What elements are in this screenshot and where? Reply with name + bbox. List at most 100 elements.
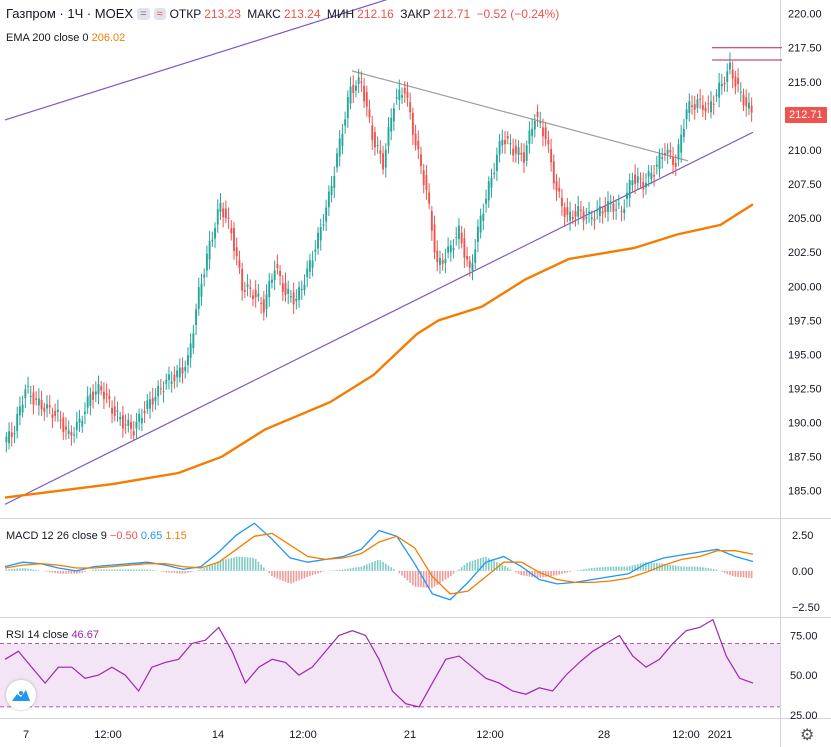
rsi-tick-label: 50.00	[790, 670, 818, 682]
candle-body	[92, 391, 95, 400]
high-value: 213.24	[283, 6, 321, 21]
candle-body	[655, 164, 658, 167]
candle-body	[528, 130, 531, 144]
candle-body	[219, 202, 222, 212]
time-tick-label: 28	[598, 729, 610, 741]
candle-body	[531, 128, 534, 136]
tradingview-logo-icon[interactable]	[6, 680, 36, 710]
candle-body	[368, 109, 371, 118]
candle-body	[433, 224, 436, 253]
macd-tick-label: 2.50	[792, 530, 813, 542]
candle-body	[739, 91, 742, 93]
close-key: ЗАКР	[400, 6, 431, 21]
candle-body	[262, 299, 265, 313]
candle-body	[292, 292, 295, 305]
candle-body	[252, 295, 254, 299]
ema-legend[interactable]: EMA 200 close 0 206.02	[6, 32, 125, 44]
candle-body	[235, 247, 238, 257]
candle-body	[325, 207, 328, 222]
macd-legend[interactable]: MACD 12 26 close 9 −0.50 0.65 1.15	[6, 530, 187, 542]
candle-body	[200, 283, 203, 297]
candle-body	[178, 367, 181, 378]
macd-label: MACD 12 26 close 9	[6, 530, 107, 542]
price-tick-label: 217.50	[788, 43, 822, 55]
candle-body	[168, 374, 170, 380]
candle-body	[601, 211, 604, 214]
candle-body	[289, 296, 292, 298]
candle-body	[355, 85, 357, 91]
candle-body	[330, 185, 333, 196]
candle-body	[338, 138, 341, 157]
close-value: 212.71	[433, 6, 471, 21]
candle-body	[230, 228, 233, 234]
candle-body	[387, 126, 390, 147]
candle-body	[37, 398, 40, 406]
candle-body	[723, 82, 726, 85]
candle-body	[86, 396, 89, 408]
candle-body	[233, 227, 235, 252]
price-tick-label: 202.50	[788, 247, 822, 259]
price-tick-label: 190.00	[788, 418, 822, 430]
candle-body	[173, 374, 176, 382]
price-tick-label: 207.50	[788, 179, 822, 191]
candle-body	[308, 260, 311, 272]
candle-body	[363, 85, 366, 102]
low-value: 212.16	[357, 6, 394, 21]
candle-body	[544, 127, 547, 140]
wave-icon[interactable]: ≈	[153, 7, 166, 20]
candle-body	[666, 149, 669, 154]
candle-body	[314, 249, 317, 252]
candle-body	[119, 417, 122, 420]
candle-body	[392, 108, 395, 122]
candle-body	[78, 418, 81, 423]
compare-icon[interactable]: =	[137, 7, 150, 20]
rsi-band	[0, 643, 780, 707]
price-tick-label: 195.00	[788, 349, 822, 361]
candle-body	[642, 182, 645, 190]
candle-body	[132, 431, 135, 436]
price-tick-label: 197.50	[788, 315, 822, 327]
candle-body	[579, 209, 582, 211]
ema-200-line	[4, 203, 754, 499]
candle-body	[682, 128, 685, 137]
candle-body	[504, 140, 506, 145]
candle-body	[647, 171, 650, 177]
candle-body	[67, 430, 70, 434]
candle-body	[479, 215, 482, 233]
time-tick-label: 7	[23, 729, 29, 741]
candle-body	[715, 94, 718, 96]
candle-body	[21, 404, 24, 413]
candle-body	[203, 274, 206, 278]
candle-body	[593, 218, 596, 221]
candle-body	[555, 181, 558, 191]
candle-body	[75, 421, 78, 430]
candle-body	[463, 238, 466, 258]
candle-body	[750, 105, 753, 113]
candle-body	[62, 417, 65, 433]
rsi-tick-label: 25.00	[790, 710, 818, 722]
candle-body	[669, 150, 672, 153]
rsi-legend[interactable]: RSI 14 close 46.67	[6, 629, 99, 641]
macd-tick-label: −2.50	[792, 602, 820, 614]
candle-body	[100, 386, 103, 391]
candle-body	[747, 102, 750, 109]
candle-body	[428, 192, 431, 204]
candle-body	[447, 246, 450, 253]
chart-header: Газпром · 1Ч · MOEX = ≈ ОТКР 213.23 МАКС 2…	[6, 6, 562, 21]
candle-body	[379, 150, 382, 154]
symbol-title[interactable]: Газпром · 1Ч · MOEX	[6, 6, 134, 21]
candle-body	[130, 422, 132, 429]
candle-body	[493, 172, 496, 174]
candle-body	[51, 414, 54, 418]
candle-body	[514, 145, 517, 154]
candle-body	[165, 379, 168, 384]
candle-body	[574, 211, 577, 217]
candle-body	[539, 121, 542, 123]
candle-body	[365, 92, 368, 107]
candle-body	[48, 405, 51, 408]
candle-body	[596, 210, 599, 212]
candle-body	[300, 289, 303, 291]
settings-gear-icon[interactable]: ⚙	[800, 727, 815, 744]
candle-body	[311, 260, 314, 268]
